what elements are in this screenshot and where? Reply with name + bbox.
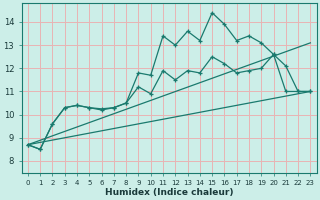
X-axis label: Humidex (Indice chaleur): Humidex (Indice chaleur) — [105, 188, 233, 197]
